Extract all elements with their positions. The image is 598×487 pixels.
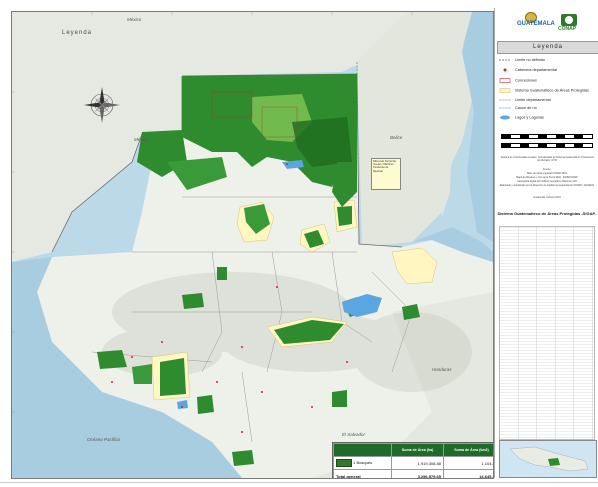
credits-source-label: Fuente: bbox=[542, 168, 552, 171]
forest-swatch bbox=[336, 459, 352, 467]
summary-header-ha: Suma de Área (ha) bbox=[391, 443, 444, 457]
lake-icon bbox=[500, 115, 510, 120]
location-inset-map bbox=[499, 440, 597, 478]
honduras-land bbox=[312, 292, 493, 478]
logos: GUATEMALA CONAP bbox=[495, 10, 598, 38]
lake-atitlan bbox=[177, 400, 188, 409]
undefined-border bbox=[356, 61, 360, 245]
legend-title: Leyenda bbox=[497, 41, 598, 54]
legend-panel: GUATEMALA CONAP Leyenda Límite no defini… bbox=[494, 8, 598, 478]
red-dot-icon bbox=[503, 68, 507, 72]
compass-rose-icon bbox=[84, 87, 120, 123]
map-canvas bbox=[12, 12, 493, 478]
lake-peten-itza bbox=[282, 160, 304, 169]
page-footer-line bbox=[0, 482, 598, 483]
credits-source-2: Mapa de Bosques y Uso de la Tierra 2016 … bbox=[516, 176, 578, 179]
graticule-ticks bbox=[12, 12, 413, 413]
legend-item-undefined-border: Límite no definido bbox=[499, 58, 545, 62]
legend-label: Sistema Guatemalteco de Áreas Protegidas bbox=[515, 88, 589, 93]
area-summary-table: Suma de Área (ha) Suma de Área (km2) 1 B… bbox=[332, 442, 493, 478]
total-label: Total general bbox=[332, 469, 393, 478]
total-km2: 14,645.27 bbox=[442, 469, 493, 478]
label-pacific: Océano Pacífico bbox=[87, 437, 121, 442]
blue-line-icon bbox=[499, 107, 511, 109]
label-honduras: Honduras bbox=[432, 367, 452, 372]
scale-bar-mi bbox=[501, 143, 593, 148]
yellow-square-icon bbox=[499, 88, 511, 93]
credits-date: Guatemala, Febrero 2019 bbox=[533, 196, 561, 199]
pacific-ocean bbox=[12, 257, 242, 478]
dashed-line-icon bbox=[499, 59, 511, 61]
legend-label: Límite departamental bbox=[515, 98, 551, 102]
logo-guatemala: GUATEMALA bbox=[517, 21, 555, 27]
legend-item-sigap: Sistema Guatemalteco de Áreas Protegidas bbox=[499, 88, 589, 93]
legend-label: Lagos y Lagunas bbox=[515, 115, 544, 120]
credits-author: Elaborado y actualizado por la Dirección… bbox=[499, 184, 595, 187]
logo-conap: CONAP bbox=[558, 26, 577, 32]
table-row-total: Total general 3,256,579.65 14,645.27 bbox=[332, 469, 493, 478]
guatemala-seal-icon bbox=[525, 12, 537, 23]
summary-header-blank bbox=[332, 443, 393, 457]
gulf-of-honduras bbox=[412, 227, 493, 262]
table-row: 1 Bosques 1,919,308.88 1,104.86 bbox=[332, 456, 493, 470]
credits-projection: Sistema de Coordenadas Locales: Coordena… bbox=[500, 156, 594, 162]
label-mexico: México bbox=[127, 17, 142, 22]
legend-item-dept-head: Cabecera departamental bbox=[499, 68, 557, 72]
caribbean-sea bbox=[452, 12, 493, 242]
legend-label: Concesiones bbox=[515, 78, 537, 83]
department-heads bbox=[111, 163, 348, 433]
territorial-dispute-callout: Diferendo Territorial, Insular y Marítim… bbox=[371, 158, 401, 190]
mexico-land bbox=[12, 12, 432, 262]
row-km2: 1,104.86 bbox=[442, 456, 493, 470]
row-ha: 1,919,308.88 bbox=[391, 456, 444, 470]
credits-source-3: Cartografía digital del Instituto Geográ… bbox=[517, 180, 577, 183]
red-outline-square-icon bbox=[499, 78, 511, 83]
gray-line-icon bbox=[499, 99, 511, 101]
sigap-list-title: Sistema Guatemalteco de Áreas Protegidas… bbox=[497, 211, 597, 216]
legend-label: Límite no definido bbox=[515, 58, 545, 62]
summary-header-km2: Suma de Área (km2) bbox=[442, 443, 493, 457]
legend-item-river: Cauce de río bbox=[499, 106, 537, 110]
legend-item-concessions: Concesiones bbox=[499, 78, 537, 83]
yucatan-coast bbox=[437, 12, 472, 217]
row-label: Bosques bbox=[356, 460, 373, 466]
credits-source-1: Base de datos espacial CONAP 2019 bbox=[527, 172, 567, 175]
concession-outlines bbox=[211, 91, 298, 138]
legend-item-lakes: Lagos y Lagunas bbox=[499, 115, 544, 120]
legend-label: Cabecera departamental bbox=[515, 68, 557, 72]
map-frame[interactable]: Leyenda México México Belice Honduras El… bbox=[11, 11, 494, 479]
total-ha: 3,256,579.65 bbox=[391, 469, 444, 478]
label-mexico-west: México bbox=[134, 137, 149, 142]
inset-canvas bbox=[509, 446, 589, 472]
lake-izabal bbox=[342, 294, 382, 317]
scale-bar-km bbox=[501, 134, 593, 139]
map-legend-label: Leyenda bbox=[62, 30, 93, 36]
legend-label: Cauce de río bbox=[515, 106, 537, 110]
label-el-salvador: El Salvador bbox=[342, 432, 366, 437]
legend-item-dept-border: Límite departamental bbox=[499, 98, 551, 102]
label-belize: Belice bbox=[390, 135, 403, 140]
sigap-area-list bbox=[499, 226, 595, 440]
conap-logo-icon bbox=[561, 14, 577, 26]
